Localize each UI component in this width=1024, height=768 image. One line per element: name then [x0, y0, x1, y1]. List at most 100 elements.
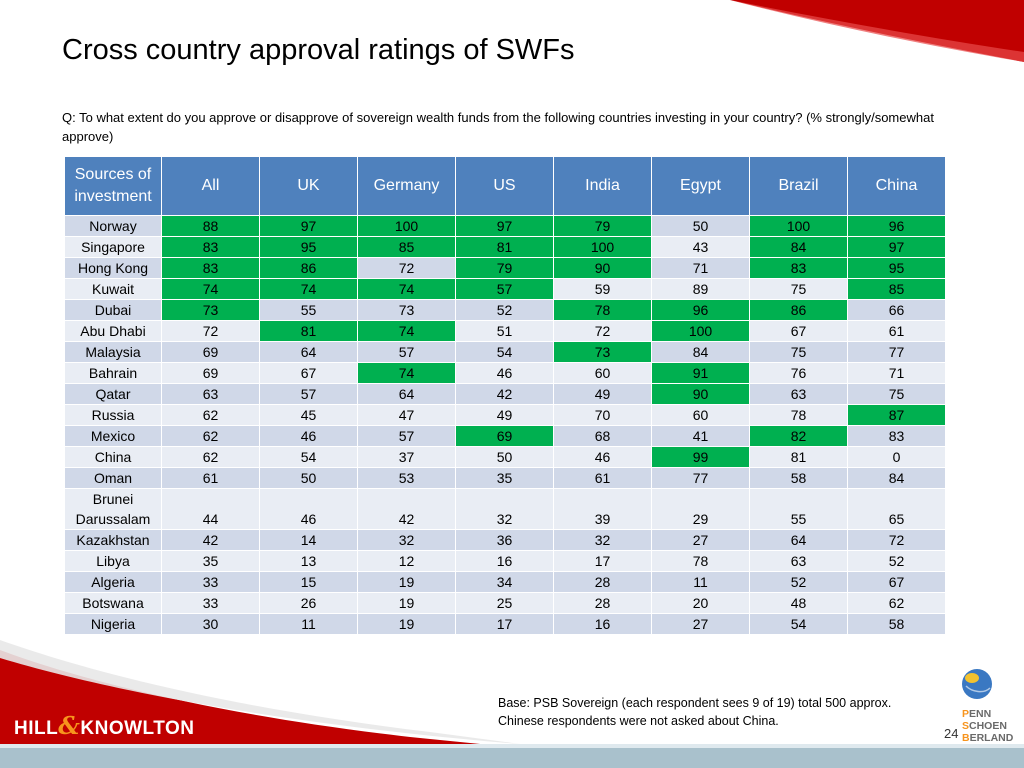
survey-question: Q: To what extent do you approve or disa…	[62, 110, 934, 144]
header-sources: Sources of investment	[64, 156, 162, 216]
table-cell: 83	[749, 257, 848, 279]
table-cell: 42	[161, 529, 260, 551]
table-cell: 61	[847, 320, 946, 342]
row-label-line: Darussalam	[75, 511, 151, 527]
table-cell: 16	[455, 550, 554, 572]
table-cell: 0	[847, 446, 946, 468]
table-cell: 46	[259, 425, 358, 447]
table-cell: 64	[749, 529, 848, 551]
table-row: Algeria 33 15 19 34 28 11 52 67	[64, 571, 946, 593]
table-cell: 81	[749, 446, 848, 468]
table-cell: 57	[259, 383, 358, 405]
row-label: Mexico	[64, 425, 162, 447]
table-cell: 91	[651, 362, 750, 384]
table-cell: 64	[259, 341, 358, 363]
table-cell: 83	[847, 425, 946, 447]
table-cell: 33	[161, 592, 260, 614]
table-cell: 50	[651, 215, 750, 237]
row-label: Abu Dhabi	[64, 320, 162, 342]
table-cell: 30	[161, 613, 260, 635]
table-cell: 62	[161, 446, 260, 468]
table-cell: 19	[357, 571, 456, 593]
bottom-band	[0, 748, 1024, 768]
psb-rest: CHOEN	[969, 720, 1007, 732]
table-cell: 42	[357, 488, 456, 530]
bottom-swoosh	[0, 650, 520, 748]
table-cell: 41	[651, 425, 750, 447]
table-cell: 78	[553, 299, 652, 321]
table-cell: 78	[749, 404, 848, 426]
table-cell: 84	[847, 467, 946, 489]
table-cell: 19	[357, 613, 456, 635]
table-cell: 99	[651, 446, 750, 468]
table-cell: 73	[161, 299, 260, 321]
table-cell: 63	[161, 383, 260, 405]
table-cell: 70	[553, 404, 652, 426]
table-cell: 95	[259, 236, 358, 258]
table-cell: 33	[161, 571, 260, 593]
table-row: Abu Dhabi 72 81 74 51 72 100 67 61	[64, 320, 946, 342]
table-cell: 97	[259, 215, 358, 237]
table-cell: 49	[455, 404, 554, 426]
table-cell: 65	[847, 488, 946, 530]
table-cell: 51	[455, 320, 554, 342]
row-label: China	[64, 446, 162, 468]
table-row: Botswana 33 26 19 25 28 20 48 62	[64, 592, 946, 614]
table-cell: 87	[847, 404, 946, 426]
table-row: Bahrain 69 67 74 46 60 91 76 71	[64, 362, 946, 384]
table-cell: 81	[455, 236, 554, 258]
header-uk: UK	[259, 156, 358, 216]
table-cell: 29	[651, 488, 750, 530]
table-cell: 54	[749, 613, 848, 635]
table-cell: 68	[553, 425, 652, 447]
table-cell: 72	[553, 320, 652, 342]
psb-rest: ERLAND	[969, 732, 1014, 744]
table-cell: 48	[749, 592, 848, 614]
row-label: Norway	[64, 215, 162, 237]
table-cell: 84	[651, 341, 750, 363]
table-row: Oman 61 50 53 35 61 77 58 84	[64, 467, 946, 489]
table-cell: 35	[455, 467, 554, 489]
table-row: Singapore 83 95 85 81 100 43 84 97	[64, 236, 946, 258]
table-cell: 97	[455, 215, 554, 237]
row-label: Libya	[64, 550, 162, 572]
table-cell: 55	[259, 299, 358, 321]
row-label: Nigeria	[64, 613, 162, 635]
table-cell: 54	[259, 446, 358, 468]
table-cell: 72	[161, 320, 260, 342]
table-cell: 63	[749, 383, 848, 405]
table-row: Brunei Darussalam 44 46 42 32 39 29 55 65	[64, 488, 946, 530]
row-label: Malaysia	[64, 341, 162, 363]
slide-title: Cross country approval ratings of SWFs	[62, 34, 575, 66]
table-cell: 20	[651, 592, 750, 614]
table-cell: 43	[651, 236, 750, 258]
table-cell: 72	[847, 529, 946, 551]
table-cell: 75	[749, 278, 848, 300]
logo-text-a: HILL	[14, 718, 59, 739]
table-cell: 83	[161, 257, 260, 279]
table-cell: 16	[553, 613, 652, 635]
table-cell: 34	[455, 571, 554, 593]
table-cell: 35	[161, 550, 260, 572]
table-header-row: Sources of investment All UK Germany US …	[64, 156, 946, 216]
table-cell: 67	[749, 320, 848, 342]
table-row: Dubai 73 55 73 52 78 96 86 66	[64, 299, 946, 321]
row-label: Brunei Darussalam	[64, 488, 162, 530]
table-cell: 17	[455, 613, 554, 635]
header-brazil: Brazil	[749, 156, 848, 216]
table-cell: 32	[553, 529, 652, 551]
table-row: Libya 35 13 12 16 17 78 63 52	[64, 550, 946, 572]
table-row: Norway 88 97 100 97 79 50 100 96	[64, 215, 946, 237]
table-cell: 63	[749, 550, 848, 572]
table-cell: 28	[553, 592, 652, 614]
table-cell: 32	[455, 488, 554, 530]
table-cell: 75	[847, 383, 946, 405]
table-cell: 47	[357, 404, 456, 426]
table-cell: 100	[651, 320, 750, 342]
table-cell: 79	[553, 215, 652, 237]
table-cell: 69	[161, 362, 260, 384]
table-cell: 97	[847, 236, 946, 258]
table-cell: 37	[357, 446, 456, 468]
table-cell: 69	[455, 425, 554, 447]
table-cell: 59	[553, 278, 652, 300]
